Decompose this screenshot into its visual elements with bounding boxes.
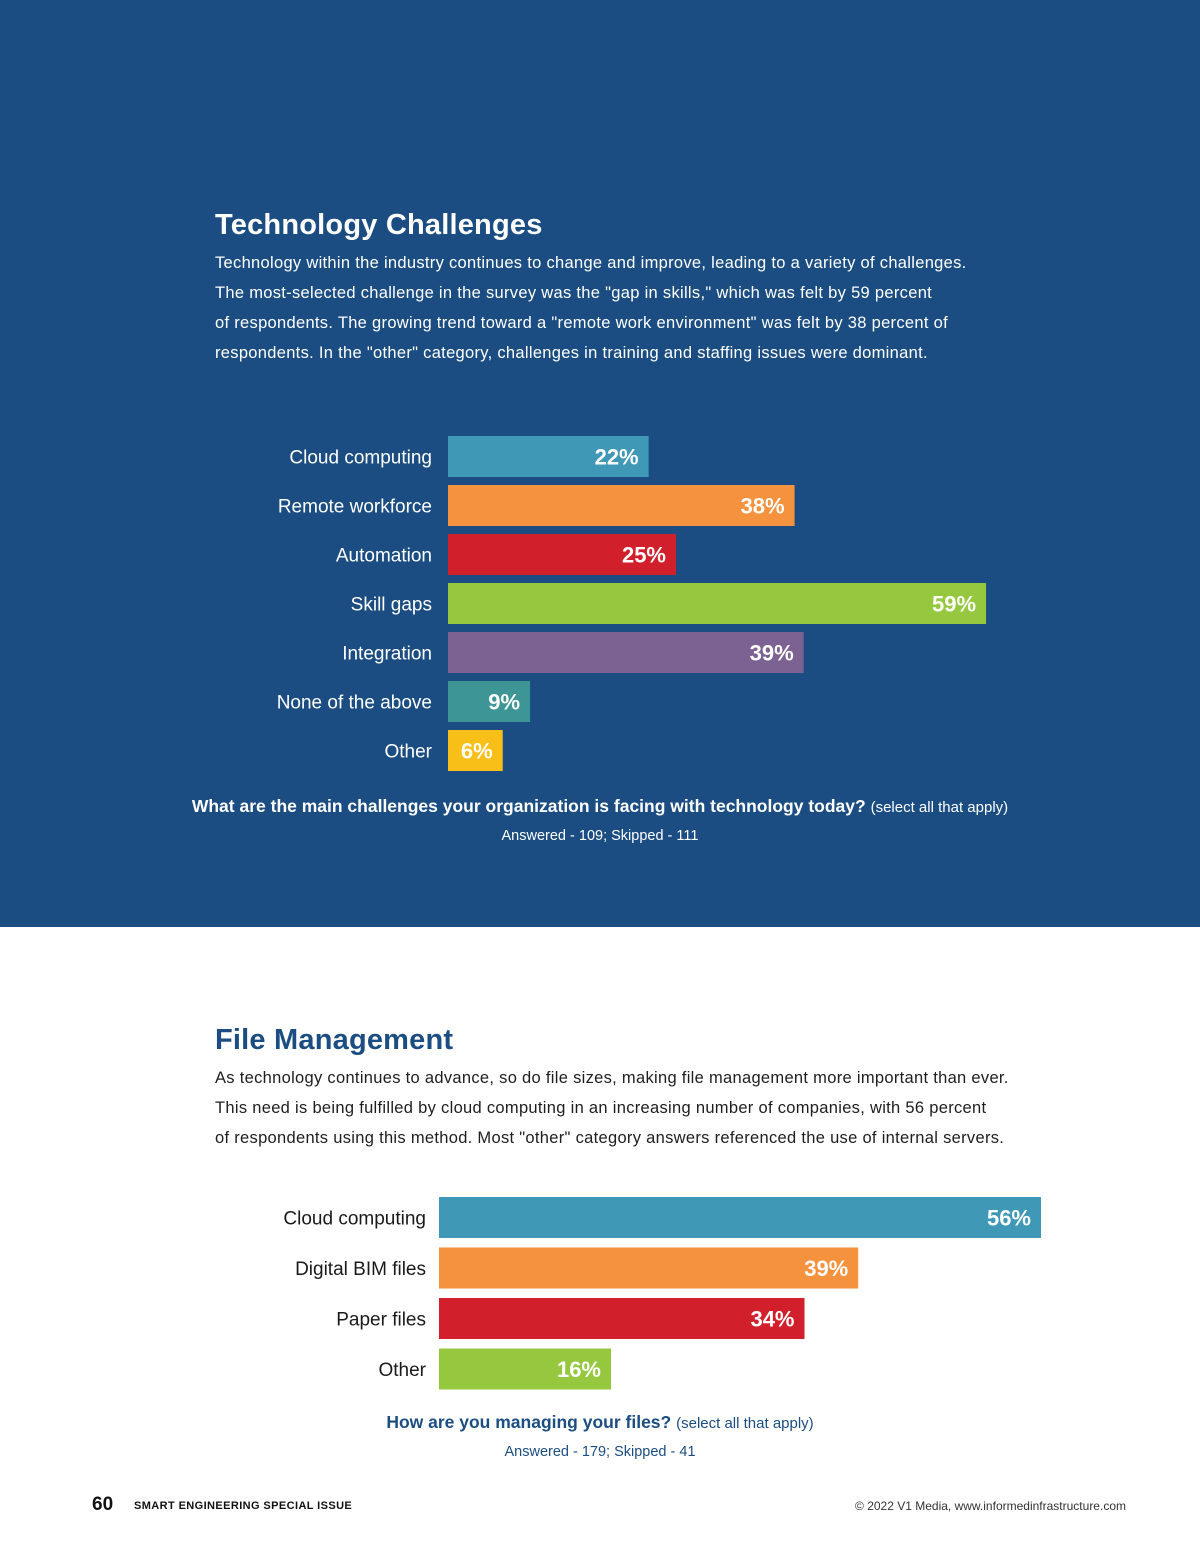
file-management-chart: Cloud computing 56% Digital BIM files 39% Pa…: [283, 1197, 1041, 1390]
bar: [448, 632, 804, 673]
survey-question: What are the main challenges your organi…: [0, 796, 1200, 817]
bar: [439, 1197, 1041, 1238]
bar: [448, 730, 503, 771]
question-note: (select all that apply): [870, 799, 1009, 816]
response-count: Answered - 109; Skipped - 111: [501, 828, 699, 844]
value-label: 34%: [750, 1307, 794, 1332]
paragraph-line: This need is being fulfilled by cloud co…: [215, 1099, 987, 1117]
paragraph-line: of respondents using this method. Most "…: [215, 1129, 1005, 1147]
category-label: Skill gaps: [351, 595, 432, 616]
paragraph-line: Technology within the industry continues…: [215, 254, 967, 272]
technology-section: Technology Challenges Technology within …: [0, 0, 1200, 927]
value-label: 25%: [622, 543, 666, 568]
question-text: What are the main challenges your organi…: [191, 796, 866, 816]
category-label: Cloud computing: [283, 1209, 426, 1230]
category-label: Cloud computing: [289, 448, 432, 469]
section-paragraph: As technology continues to advance, so d…: [215, 1063, 1009, 1153]
bar: [439, 1348, 611, 1390]
value-label: 39%: [750, 641, 794, 666]
value-label: 39%: [804, 1256, 848, 1281]
section-title: File Management: [215, 1024, 454, 1056]
category-label: Remote workforce: [278, 497, 432, 518]
value-label: 22%: [595, 445, 639, 470]
question-note: (select all that apply): [676, 1415, 814, 1432]
paragraph-line: The most-selected challenge in the surve…: [215, 284, 933, 302]
page-number: 60: [92, 1494, 114, 1515]
category-label: Automation: [336, 546, 432, 567]
value-label: 59%: [932, 592, 976, 617]
bar: [439, 1298, 805, 1339]
paragraph-line: respondents. In the "other" category, ch…: [215, 344, 928, 362]
section-paragraph: Technology within the industry continues…: [215, 248, 967, 368]
value-label: 6%: [461, 739, 493, 764]
bar: [448, 436, 649, 477]
category-label: Other: [378, 1360, 426, 1381]
value-label: 38%: [741, 494, 785, 519]
bar: [448, 485, 795, 526]
value-label: 9%: [488, 690, 520, 715]
value-label: 56%: [987, 1206, 1031, 1231]
bar: [448, 534, 676, 575]
category-label: Digital BIM files: [295, 1259, 426, 1280]
response-count: Answered - 179; Skipped - 41: [504, 1444, 696, 1460]
question-text: How are you managing your files?: [386, 1412, 672, 1432]
bar: [448, 681, 531, 722]
category-label: None of the above: [277, 693, 432, 714]
category-label: Integration: [342, 644, 432, 665]
section-title: Technology Challenges: [215, 209, 543, 241]
bar: [448, 583, 987, 624]
paragraph-line: of respondents. The growing trend toward…: [215, 314, 948, 332]
category-label: Other: [384, 742, 432, 763]
publication-name: SMART ENGINEERING SPECIAL ISSUE: [134, 1500, 353, 1512]
paragraph-line: As technology continues to advance, so d…: [215, 1069, 1009, 1087]
technology-challenges-chart: Cloud computing 22% Remote workforce 38% Aut…: [277, 436, 987, 771]
value-label: 16%: [557, 1357, 601, 1382]
survey-question: How are you managing your files? (select…: [0, 1412, 1200, 1433]
bar: [439, 1247, 859, 1289]
copyright: © 2022 V1 Media, www.informedinfrastruct…: [855, 1499, 1126, 1513]
category-label: Paper files: [336, 1310, 426, 1331]
file-management-section: File Management As technology continues …: [0, 927, 1200, 1558]
